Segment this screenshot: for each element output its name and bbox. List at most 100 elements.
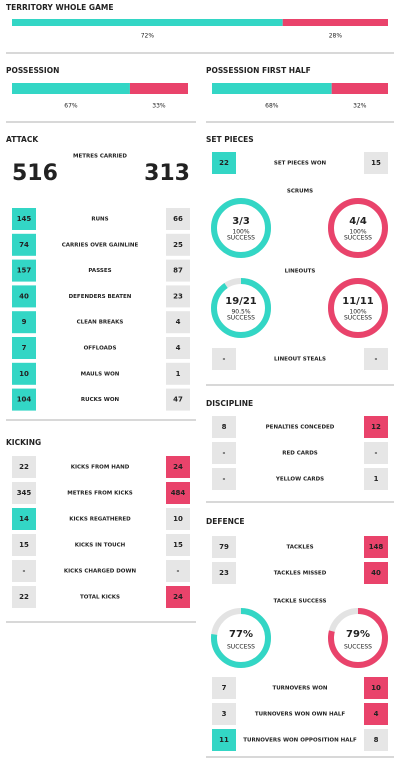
row-label: OFFLOADS (84, 346, 117, 352)
home-value: 22 (19, 463, 29, 471)
home-value: 74 (19, 241, 29, 249)
away-value: 1 (374, 475, 379, 483)
row-label: PASSES (88, 268, 111, 274)
home-cell (212, 562, 236, 584)
away-value: - (375, 355, 378, 363)
away-value: 15 (173, 541, 183, 549)
away-value: 10 (173, 515, 183, 523)
home-cell (12, 259, 36, 282)
row-label: SET PIECES WON (274, 161, 327, 167)
away-value: 66 (173, 215, 183, 223)
row-label: YELLOW CARDS (275, 477, 324, 483)
section-title: TERRITORY WHOLE GAME (6, 3, 113, 12)
ring-percent: 77% (229, 629, 253, 640)
row-label: RUNS (91, 217, 108, 223)
home-value: 11 (219, 736, 229, 744)
row-label: KICKS CHARGED DOWN (64, 569, 137, 575)
away-value: 25 (173, 241, 183, 249)
row-label: TURNOVERS WON OPPOSITION HALF (243, 738, 357, 744)
ring-percent: 100% (349, 229, 366, 236)
away-cell (166, 337, 190, 359)
away-cell (364, 677, 388, 699)
home-cell (212, 442, 236, 464)
home-bar (212, 83, 332, 94)
row-label: RED CARDS (282, 451, 318, 457)
away-value: 23 (173, 292, 183, 300)
away-cell (166, 362, 190, 385)
home-cell (212, 703, 236, 725)
home-cell (12, 586, 36, 608)
row-label: KICKS FROM HAND (71, 465, 130, 471)
away-cell (166, 456, 190, 478)
away-cell (166, 482, 190, 504)
home-value: 9 (22, 318, 27, 326)
home-cell (12, 560, 36, 582)
away-value: 24 (173, 593, 183, 601)
home-value: 40 (19, 292, 29, 300)
home-cell (12, 311, 36, 334)
row-label: TOTAL KICKS (80, 595, 120, 601)
away-value: 12 (371, 423, 381, 431)
sub-title: TACKLE SUCCESS (274, 599, 327, 605)
away-value: - (375, 449, 378, 457)
away-cell (166, 534, 190, 556)
away-cell (166, 208, 190, 230)
home-value: 15 (19, 541, 29, 549)
ring-arc (328, 198, 388, 258)
away-cell (364, 152, 388, 174)
home-value: - (223, 475, 226, 483)
home-value: 145 (17, 215, 32, 223)
section-title: SET PIECES (206, 135, 254, 144)
row-label: CLEAN BREAKS (77, 320, 124, 326)
ring-arc (211, 198, 271, 258)
away-value: 4 (176, 318, 181, 326)
row-label: CARRIES OVER GAINLINE (62, 242, 139, 248)
away-cell (166, 285, 190, 308)
ring-percent: 100% (232, 229, 249, 236)
row-label: TURNOVERS WON OWN HALF (255, 712, 346, 718)
home-cell (12, 337, 36, 359)
ring-percent: 90.5% (231, 309, 250, 316)
section-title: DEFENCE (206, 517, 245, 526)
home-value: 22 (219, 159, 229, 167)
ring-caption: SUCCESS (227, 644, 255, 651)
ring-caption: SUCCESS (344, 235, 372, 242)
away-value: 8 (374, 736, 379, 744)
home-bar (12, 83, 130, 94)
away-cell (166, 388, 190, 411)
home-value: 23 (219, 569, 229, 577)
away-bar (282, 19, 388, 26)
ring-caption: SUCCESS (344, 315, 372, 322)
away-cell (166, 508, 190, 530)
away-cell (364, 442, 388, 464)
home-cell (12, 534, 36, 556)
home-cell (212, 348, 236, 370)
row-label: DEFENDERS BEATEN (69, 294, 132, 300)
ring-caption: SUCCESS (227, 235, 255, 242)
away-value: 148 (369, 543, 384, 551)
section-title: DISCIPLINE (206, 399, 253, 408)
away-value: 24 (173, 463, 183, 471)
ring-arc (211, 278, 271, 338)
home-value: 345 (17, 489, 32, 497)
home-cell (212, 536, 236, 558)
away-value: 4 (374, 710, 379, 718)
away-metres: 313 (144, 161, 190, 186)
away-cell (364, 562, 388, 584)
section-title: KICKING (6, 438, 41, 447)
row-label: TACKLES (286, 545, 313, 551)
home-value: 79 (219, 543, 229, 551)
away-cell (166, 233, 190, 256)
away-value: 4 (176, 344, 181, 352)
ring-arc (328, 278, 388, 338)
home-cell (12, 285, 36, 308)
sub-title: SCRUMS (287, 189, 313, 195)
ring-arc (328, 608, 388, 668)
row-label: LINEOUT STEALS (274, 357, 326, 363)
row-label: KICKS IN TOUCH (75, 543, 126, 549)
away-cell (364, 468, 388, 490)
home-cell (12, 233, 36, 256)
row-label: KICKS REGATHERED (69, 517, 131, 523)
ring-count: 19/21 (225, 296, 257, 307)
